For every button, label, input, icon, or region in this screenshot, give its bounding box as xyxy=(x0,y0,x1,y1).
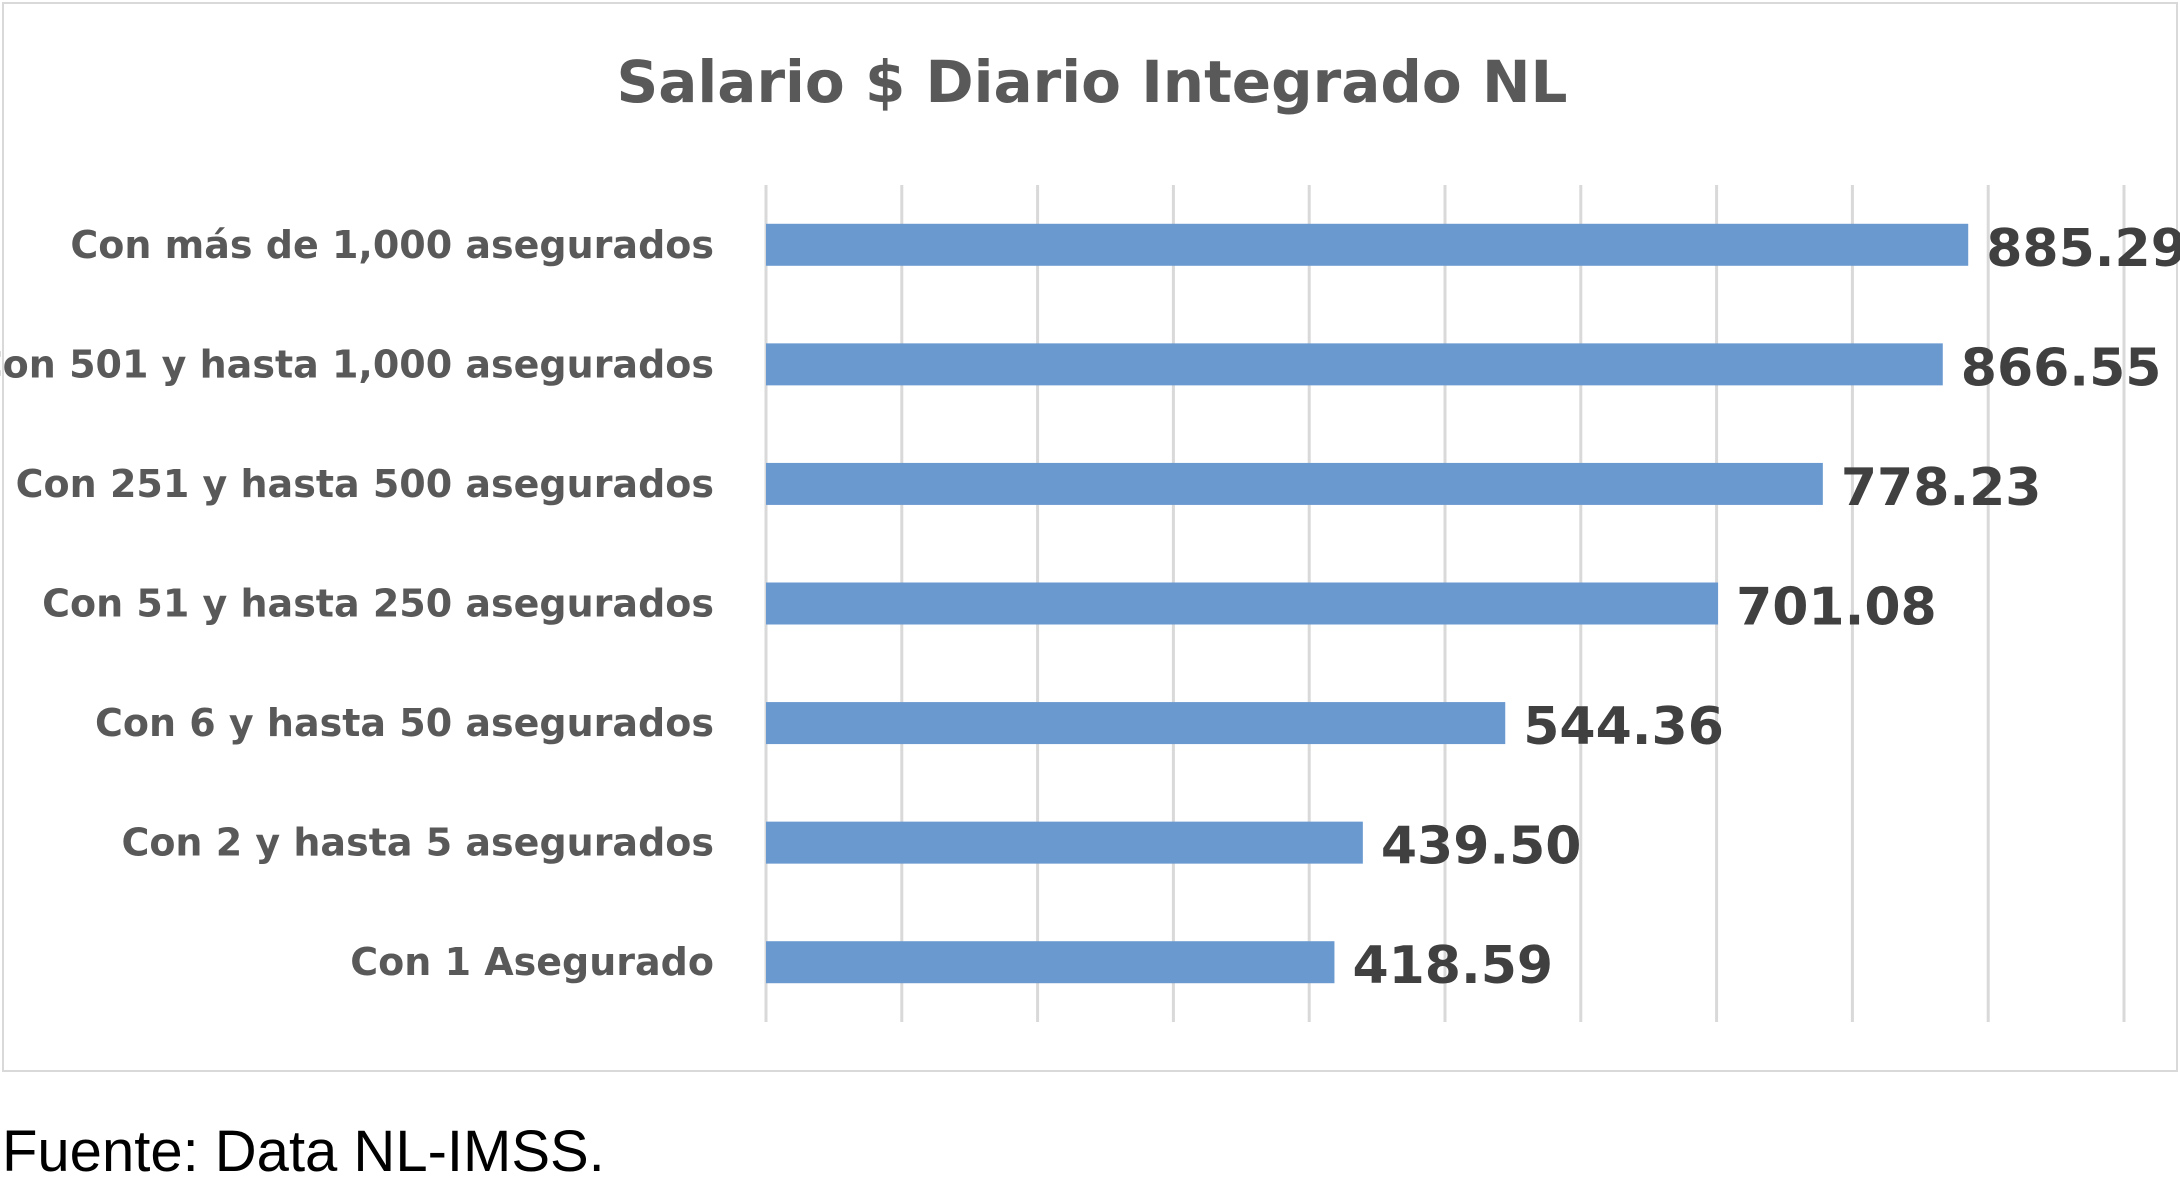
category-label: Con 251 y hasta 500 asegurados xyxy=(16,462,714,506)
value-label: 778.23 xyxy=(1841,458,2042,518)
value-label: 866.55 xyxy=(1961,338,2162,398)
bar-chart: Con más de 1,000 asegurados Con 501 y has… xyxy=(0,185,2180,1022)
value-label: 544.36 xyxy=(1523,697,1724,757)
bar xyxy=(766,582,1719,625)
chart-frame: Salario $ Diario Integrado NL xyxy=(2,2,2178,1072)
bar xyxy=(766,941,1335,984)
value-label: 885.29 xyxy=(1986,219,2180,279)
category-labels: Con más de 1,000 asegurados Con 501 y has… xyxy=(0,223,714,984)
bar xyxy=(766,343,1943,386)
bar xyxy=(766,223,1969,266)
value-label: 418.59 xyxy=(1352,936,1553,996)
category-label: Con 501 y hasta 1,000 asegurados xyxy=(0,342,714,386)
bar xyxy=(766,462,1823,505)
category-label: Con 51 y hasta 250 asegurados xyxy=(42,582,714,626)
bars xyxy=(766,223,1969,984)
bar xyxy=(766,702,1506,745)
category-label: Con 2 y hasta 5 asegurados xyxy=(121,821,714,865)
category-label: Con más de 1,000 asegurados xyxy=(70,223,714,267)
bar xyxy=(766,821,1363,864)
chart-title: Salario $ Diario Integrado NL xyxy=(616,48,1568,116)
category-label: Con 1 Asegurado xyxy=(350,940,714,984)
value-label: 439.50 xyxy=(1381,817,1582,877)
value-label: 701.08 xyxy=(1736,578,1937,638)
source-note: Fuente: Data NL-IMSS. xyxy=(2,1119,605,1184)
category-label: Con 6 y hasta 50 asegurados xyxy=(95,701,714,745)
